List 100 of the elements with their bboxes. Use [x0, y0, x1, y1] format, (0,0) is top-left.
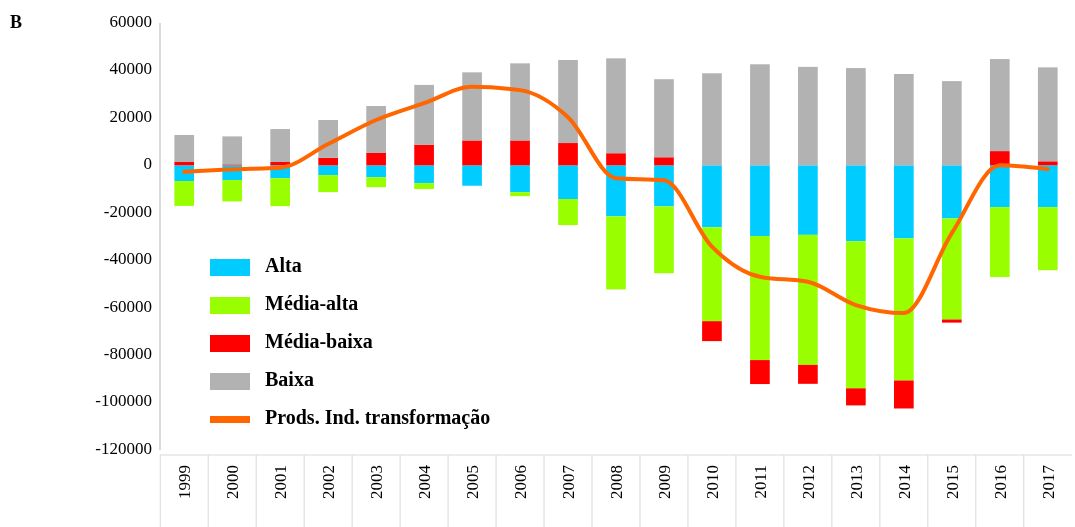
bar [462, 72, 482, 141]
line-series [182, 84, 1050, 316]
bar [846, 388, 866, 406]
bar [510, 140, 530, 166]
y-tick-label: -40000 [103, 249, 152, 269]
y-tick-label: 0 [143, 154, 152, 174]
bar [414, 183, 434, 190]
y-tick-label: 40000 [109, 59, 152, 79]
bar [318, 175, 338, 193]
bar [846, 165, 866, 242]
bar [654, 79, 674, 158]
x-tick-label: 2013 [846, 465, 866, 499]
x-tick-label: 2014 [894, 464, 914, 499]
bar [366, 165, 386, 178]
x-tick-label: 2004 [415, 464, 435, 499]
bar [846, 241, 866, 389]
legend-label: Alta [265, 253, 302, 276]
bar [941, 165, 962, 219]
y-tick-label: 20000 [109, 106, 152, 126]
x-tick-label: 2009 [654, 465, 674, 499]
bar [366, 153, 386, 166]
bar [894, 380, 914, 409]
bar [414, 84, 434, 145]
bar [750, 360, 770, 385]
bar [222, 136, 243, 165]
bar [941, 81, 962, 166]
bar [1037, 67, 1058, 162]
x-tick-label: 2002 [319, 465, 339, 499]
y-tick-label: 60000 [109, 11, 152, 31]
bar [750, 236, 770, 361]
bar [270, 178, 291, 207]
bar [1037, 161, 1058, 166]
bar [798, 364, 818, 384]
text: B [10, 12, 23, 32]
bar [750, 165, 770, 237]
y-tick-label: -120000 [95, 438, 152, 458]
bar [941, 319, 962, 323]
x-tick-label: 2005 [463, 465, 483, 499]
y-tick-label: -60000 [103, 296, 152, 316]
x-tick-label: 2010 [702, 465, 722, 499]
bar [654, 206, 674, 274]
x-tick-label: 2000 [223, 465, 243, 499]
legend-label: Média-alta [265, 291, 359, 314]
bar [750, 64, 770, 166]
bar [894, 238, 914, 381]
bar [702, 73, 722, 166]
x-tick-label: 2001 [271, 465, 291, 499]
x-tick-label: 2007 [559, 464, 579, 499]
bar [894, 165, 914, 239]
bar [366, 106, 386, 153]
legend-label: Prods. Ind. transformação [265, 405, 491, 429]
bar [558, 199, 578, 226]
y-tick-label: -100000 [95, 391, 152, 411]
bar [989, 59, 1010, 152]
legend-label: Baixa [265, 367, 314, 390]
x-tick-label: 2006 [511, 465, 531, 499]
bar [414, 165, 434, 184]
bar [366, 177, 386, 188]
bar [1037, 207, 1058, 271]
bar [174, 162, 195, 166]
x-tick-label: 1999 [175, 465, 195, 499]
x-tick-label: 2008 [607, 465, 626, 499]
y-tick-label: -80000 [103, 344, 152, 364]
bar [510, 192, 530, 197]
bar [846, 68, 866, 166]
bar [702, 227, 722, 322]
bar [318, 157, 338, 166]
bar [702, 165, 722, 228]
bar [222, 180, 243, 202]
bar [702, 321, 722, 342]
bar [941, 218, 962, 320]
bar [606, 58, 626, 154]
bar [798, 234, 818, 365]
x-tick-label: 2015 [942, 465, 962, 499]
bar [989, 207, 1010, 278]
bar [798, 165, 818, 235]
bar [989, 165, 1010, 208]
y-tick-label: -20000 [103, 201, 152, 221]
bar [606, 153, 626, 166]
x-tick-label: 2012 [798, 465, 818, 499]
x-tick-label: 2003 [367, 465, 387, 499]
bar [174, 134, 195, 163]
x-tick-label: 2017 [1038, 464, 1058, 499]
bar [798, 66, 818, 166]
bar [318, 165, 338, 176]
bar [510, 165, 530, 193]
bar [894, 74, 914, 166]
bar [606, 165, 626, 217]
bar [510, 63, 530, 141]
bar [654, 157, 674, 166]
legend-label: Média-baixa [265, 329, 373, 352]
bar [174, 180, 195, 206]
bar [606, 216, 626, 290]
bar [462, 140, 482, 166]
bar [462, 165, 482, 186]
bar [414, 144, 434, 166]
x-tick-label: 2016 [990, 465, 1010, 499]
x-tick-label: 2011 [750, 465, 770, 499]
bar [558, 165, 578, 200]
bar [989, 151, 1010, 166]
